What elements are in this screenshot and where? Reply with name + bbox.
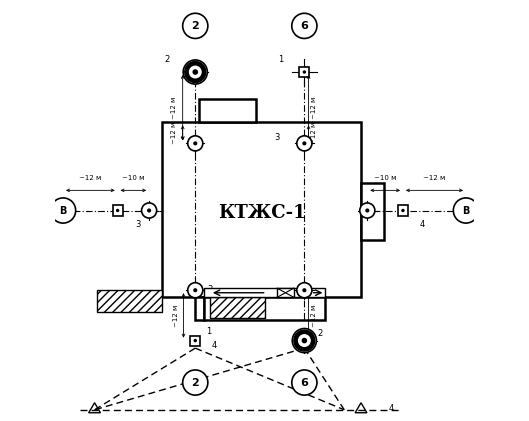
Circle shape [183, 60, 207, 84]
Circle shape [297, 282, 312, 298]
Text: 4: 4 [212, 341, 217, 350]
Text: 6: 6 [300, 378, 308, 388]
Circle shape [189, 66, 201, 78]
Circle shape [303, 142, 306, 145]
Bar [204, 296, 325, 320]
Text: 1: 1 [206, 327, 211, 336]
Text: ~10 м: ~10 м [122, 175, 144, 181]
Text: 6: 6 [300, 21, 308, 31]
Text: КТЖС-1: КТЖС-1 [218, 204, 306, 221]
Circle shape [194, 142, 197, 145]
Bar [299, 67, 309, 77]
Text: ~12 м: ~12 м [311, 122, 317, 144]
Circle shape [148, 209, 150, 212]
Circle shape [294, 330, 315, 351]
Text: 2: 2 [191, 21, 199, 31]
Bar [190, 336, 200, 346]
Circle shape [116, 210, 118, 211]
Bar [398, 205, 408, 216]
Circle shape [303, 71, 305, 73]
Bar [210, 297, 264, 317]
Text: 4: 4 [419, 220, 425, 229]
Text: ~12 м: ~12 м [423, 175, 445, 181]
Bar [97, 290, 162, 312]
Text: ~10 м: ~10 м [374, 175, 396, 181]
Text: 2: 2 [191, 378, 199, 388]
Bar [277, 288, 294, 297]
Text: 1: 1 [278, 55, 284, 64]
Bar [204, 288, 325, 297]
Circle shape [194, 340, 196, 341]
Circle shape [193, 70, 197, 74]
Circle shape [298, 335, 310, 346]
Bar [361, 183, 384, 240]
Circle shape [402, 210, 404, 211]
Circle shape [183, 370, 208, 395]
Text: В: В [59, 205, 67, 216]
Circle shape [302, 338, 306, 343]
Text: ~12 м: ~12 м [171, 96, 177, 119]
Bar [113, 205, 123, 216]
Circle shape [292, 13, 317, 38]
Text: ~12 м: ~12 м [311, 304, 317, 327]
Circle shape [366, 209, 369, 212]
Circle shape [360, 203, 375, 218]
Text: 2: 2 [318, 329, 323, 338]
Circle shape [50, 198, 76, 223]
Text: ~12 м: ~12 м [171, 122, 177, 144]
Circle shape [188, 136, 203, 151]
Circle shape [293, 328, 316, 353]
Circle shape [142, 203, 157, 218]
Text: 2: 2 [165, 55, 170, 64]
Text: В: В [462, 205, 470, 216]
Text: ~12 м: ~12 м [172, 304, 179, 327]
Text: 3: 3 [135, 220, 141, 229]
Circle shape [185, 61, 206, 83]
Circle shape [292, 370, 317, 395]
Text: ~12 м: ~12 м [79, 175, 102, 181]
Text: 4: 4 [388, 404, 394, 413]
Circle shape [188, 282, 203, 298]
Bar [199, 99, 256, 123]
Circle shape [453, 198, 479, 223]
Text: 3: 3 [207, 285, 212, 294]
Circle shape [183, 13, 208, 38]
Circle shape [303, 289, 306, 292]
Text: 3: 3 [274, 133, 279, 142]
Bar [162, 123, 361, 296]
Text: ~12 м: ~12 м [311, 96, 317, 119]
Circle shape [194, 289, 197, 292]
Bar [195, 296, 204, 320]
Circle shape [297, 136, 312, 151]
